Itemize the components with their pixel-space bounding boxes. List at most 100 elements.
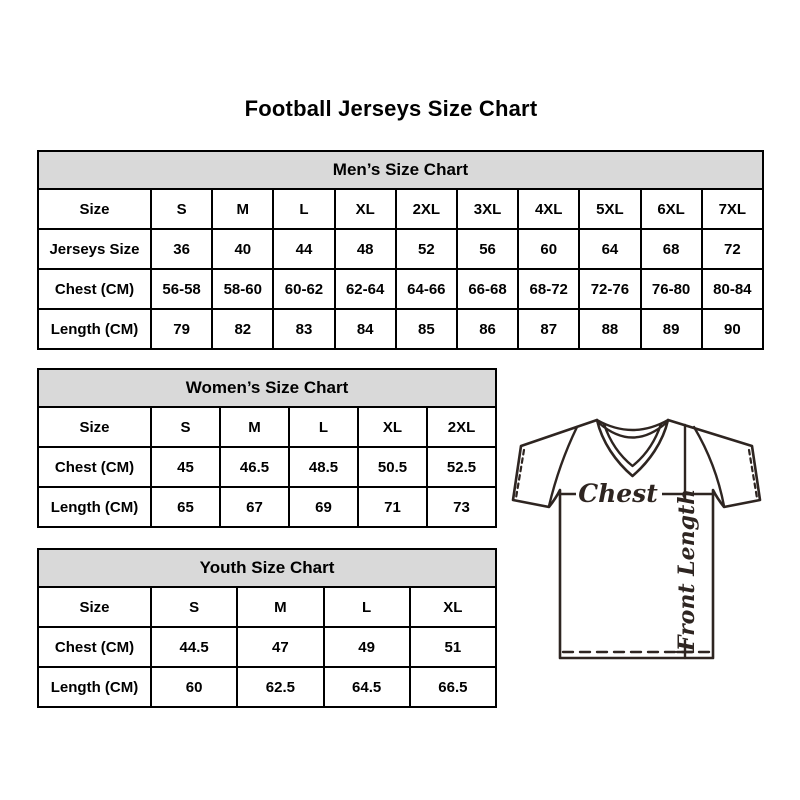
value-cell: XL [357,406,428,448]
value-cell: 60-62 [272,268,336,310]
left-armhole-seam [547,425,579,508]
row-label-cell: Jerseys Size [37,228,152,270]
value-cell: 60 [149,666,239,708]
value-cell: L [272,188,336,230]
value-cell: XL [333,188,397,230]
value-cell: 40 [211,228,275,270]
table-row: Chest (CM) 44.5 47 49 51 [37,626,498,668]
value-cell: 76-80 [639,268,703,310]
value-cell: 47 [236,626,325,668]
table-header-row: Women’s Size Chart [37,368,497,408]
value-cell: 66-68 [455,268,520,310]
row-label-cell: Length (CM) [37,308,152,350]
value-cell: 7XL [700,188,765,230]
page-title: Football Jerseys Size Chart [244,96,538,121]
table-row: Size S M L XL 2XL [37,406,497,448]
right-armhole-seam [692,425,726,508]
row-label-cell: Size [37,586,152,628]
value-cell: 58-60 [211,268,275,310]
value-cell: 64 [578,228,642,270]
value-cell: L [288,406,359,448]
value-cell: 83 [272,308,336,350]
table-header-row: Men’s Size Chart [37,150,764,190]
value-cell: 36 [149,228,214,270]
table-row: Length (CM) 65 67 69 71 73 [37,486,497,528]
value-cell: 86 [455,308,520,350]
value-cell: S [149,586,239,628]
value-cell: 68-72 [517,268,581,310]
jersey-measurement-diagram: Chest Front Length [511,418,762,660]
mens-size-table: Men’s Size Chart Size S M L XL 2XL 3XL 4XL 5XL 6XL… [37,150,765,350]
value-cell: 62-64 [333,268,397,310]
row-label-cell: Length (CM) [37,486,152,528]
value-cell: 71 [357,486,428,528]
value-cell: 5XL [578,188,642,230]
table-title: Men’s Size Chart [37,150,764,190]
left-cuff-dashed-line [514,448,526,500]
value-cell: 62.5 [236,666,325,708]
value-cell: 52 [394,228,458,270]
table-row: Length (CM) 79 82 83 84 85 86 87 88 89 90 [37,308,765,350]
value-cell: 52.5 [426,446,497,488]
front-length-label: Front Length [674,489,700,652]
chest-label-backdrop [576,480,662,507]
value-cell: M [211,188,275,230]
value-cell: 90 [700,308,765,350]
table-header-row: Youth Size Chart [37,548,497,588]
table-row: Size S M L XL [37,586,498,628]
value-cell: 51 [408,626,498,668]
womens-size-table: Women’s Size Chart Size S M L XL 2XL Chest (CM)… [37,368,497,528]
value-cell: L [322,586,411,628]
row-label-cell: Size [37,406,152,448]
value-cell: 6XL [639,188,703,230]
table-title: Women’s Size Chart [37,368,497,408]
value-cell: 88 [578,308,642,350]
row-label-cell: Chest (CM) [37,626,152,668]
value-cell: 64.5 [322,666,411,708]
row-label-cell: Length (CM) [37,666,152,708]
value-cell: 50.5 [357,446,428,488]
value-cell: 2XL [394,188,458,230]
value-cell: 79 [149,308,214,350]
value-cell: M [236,586,325,628]
value-cell: 84 [333,308,397,350]
value-cell: S [150,406,221,448]
value-cell: S [149,188,214,230]
row-label-cell: Size [37,188,152,230]
jersey-outline [511,418,762,660]
row-label-cell: Chest (CM) [37,268,152,310]
chest-label: Chest [578,479,658,508]
value-cell: 69 [288,486,359,528]
table-row: Jerseys Size 36 40 44 48 52 56 60 64 68 72 [37,228,765,270]
value-cell: 56-58 [149,268,214,310]
table-row: Chest (CM) 45 46.5 48.5 50.5 52.5 [37,446,497,488]
value-cell: 64-66 [394,268,458,310]
table-row: Chest (CM) 56-58 58-60 60-62 62-64 64-66 66-68… [37,268,765,310]
right-cuff-dashed-line [747,448,759,500]
value-cell: 80-84 [700,268,765,310]
value-cell: 4XL [517,188,581,230]
value-cell: 73 [426,486,497,528]
value-cell: 3XL [455,188,520,230]
value-cell: XL [408,586,498,628]
value-cell: 49 [322,626,411,668]
table-title: Youth Size Chart [37,548,497,588]
front-length-label-backdrop [672,500,699,640]
value-cell: 65 [150,486,221,528]
value-cell: 89 [639,308,703,350]
value-cell: 48 [333,228,397,270]
value-cell: 48.5 [288,446,359,488]
value-cell: 85 [394,308,458,350]
value-cell: 44 [272,228,336,270]
value-cell: 87 [517,308,581,350]
value-cell: 66.5 [408,666,498,708]
collar-vneck-inner [602,422,663,468]
value-cell: 72-76 [578,268,642,310]
value-cell: 60 [517,228,581,270]
value-cell: M [219,406,290,448]
value-cell: 82 [211,308,275,350]
value-cell: 44.5 [149,626,239,668]
value-cell: 2XL [426,406,497,448]
value-cell: 46.5 [219,446,290,488]
value-cell: 72 [700,228,765,270]
